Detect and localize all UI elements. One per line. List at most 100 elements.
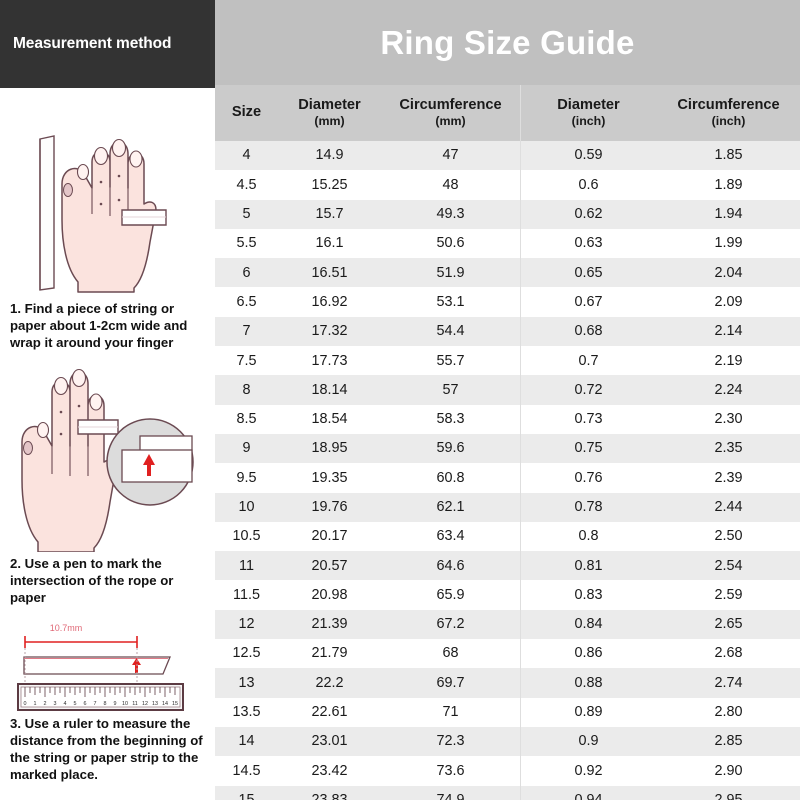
table-row: 11.5 20.98 65.9 0.83 2.59 bbox=[215, 580, 800, 610]
table-row: 4 14.9 47 0.59 1.85 bbox=[215, 141, 800, 171]
svg-text:9: 9 bbox=[114, 701, 117, 707]
svg-text:11: 11 bbox=[132, 701, 138, 707]
cell-size: 14.5 bbox=[215, 756, 278, 786]
table-row: 4.5 15.25 48 0.6 1.89 bbox=[215, 170, 800, 200]
column-header-diameter-mm-unit: (mm) bbox=[314, 113, 345, 128]
cell-diameter-mm: 22.61 bbox=[278, 697, 381, 727]
cell-circumference-mm: 59.6 bbox=[381, 433, 520, 464]
cell-diameter-in: 0.92 bbox=[520, 756, 657, 786]
svg-text:5: 5 bbox=[74, 701, 77, 707]
column-header-size: Size bbox=[215, 85, 278, 141]
column-header-circumference-inch: Circumference (inch) bbox=[657, 85, 800, 141]
table-row: 8 18.14 57 0.72 2.24 bbox=[215, 375, 800, 405]
cell-circumference-mm: 47 bbox=[381, 141, 520, 171]
guide-title-bar: Ring Size Guide bbox=[215, 0, 800, 85]
cell-circumference-in: 2.59 bbox=[657, 580, 800, 610]
column-header-diameter-inch: Diameter (inch) bbox=[520, 85, 657, 141]
table-header: Size Diameter (mm) Circumference (mm) Di… bbox=[215, 85, 800, 141]
cell-size: 7 bbox=[215, 316, 278, 347]
cell-circumference-mm: 55.7 bbox=[381, 346, 520, 376]
cell-size: 15 bbox=[215, 785, 278, 800]
cell-diameter-mm: 18.54 bbox=[278, 404, 381, 434]
cell-circumference-mm: 68 bbox=[381, 639, 520, 669]
cell-circumference-mm: 73.6 bbox=[381, 756, 520, 786]
cell-size: 5.5 bbox=[215, 228, 278, 259]
cell-circumference-mm: 72.3 bbox=[381, 726, 520, 757]
column-header-size-label: Size bbox=[231, 104, 262, 121]
table-row: 14 23.01 72.3 0.9 2.85 bbox=[215, 726, 800, 757]
cell-diameter-mm: 17.32 bbox=[278, 316, 381, 347]
table-header-row: Size Diameter (mm) Circumference (mm) Di… bbox=[215, 85, 800, 141]
cell-diameter-mm: 20.57 bbox=[278, 551, 381, 581]
cell-circumference-mm: 69.7 bbox=[381, 668, 520, 698]
cell-diameter-in: 0.65 bbox=[520, 258, 657, 288]
table-body: 4 14.9 47 0.59 1.85 4.5 15.25 48 0.6 1.89 5 15.7 49.… bbox=[215, 141, 800, 800]
cell-circumference-in: 1.94 bbox=[657, 199, 800, 229]
svg-text:6: 6 bbox=[84, 701, 87, 707]
table-row: 11 20.57 64.6 0.81 2.54 bbox=[215, 551, 800, 581]
cell-size: 9 bbox=[215, 433, 278, 464]
svg-text:15: 15 bbox=[172, 701, 178, 707]
ruler-measurement-illustration: 10.7mm bbox=[0, 618, 215, 714]
cell-circumference-in: 1.89 bbox=[657, 170, 800, 200]
table-row: 15 23.83 74.9 0.94 2.95 bbox=[215, 785, 800, 800]
cell-size: 12 bbox=[215, 609, 278, 640]
cell-circumference-in: 2.39 bbox=[657, 463, 800, 493]
cell-circumference-in: 2.95 bbox=[657, 785, 800, 800]
cell-diameter-mm: 19.76 bbox=[278, 492, 381, 522]
column-header-diameter-mm-label: Diameter bbox=[298, 96, 361, 113]
svg-text:1: 1 bbox=[34, 701, 37, 707]
cell-diameter-mm: 15.25 bbox=[278, 170, 381, 200]
cell-diameter-mm: 21.39 bbox=[278, 609, 381, 640]
column-header-circumference-mm: Circumference (mm) bbox=[381, 85, 520, 141]
column-header-circumference-inch-unit: (inch) bbox=[711, 113, 746, 128]
measurement-label: 10.7mm bbox=[50, 623, 83, 633]
table-row: 14.5 23.42 73.6 0.92 2.90 bbox=[215, 756, 800, 786]
cell-circumference-in: 2.65 bbox=[657, 609, 800, 640]
cell-circumference-mm: 53.1 bbox=[381, 287, 520, 317]
cell-diameter-in: 0.67 bbox=[520, 287, 657, 317]
cell-diameter-in: 0.9 bbox=[520, 726, 657, 757]
cell-circumference-in: 2.19 bbox=[657, 346, 800, 376]
table-row: 12 21.39 67.2 0.84 2.65 bbox=[215, 609, 800, 640]
svg-text:13: 13 bbox=[152, 701, 158, 707]
cell-size: 8.5 bbox=[215, 404, 278, 434]
cell-size: 11.5 bbox=[215, 580, 278, 610]
cell-size: 4.5 bbox=[215, 170, 278, 200]
cell-circumference-in: 2.90 bbox=[657, 756, 800, 786]
marked-strip-on-finger bbox=[77, 419, 119, 435]
cell-circumference-in: 2.35 bbox=[657, 433, 800, 464]
cell-circumference-mm: 64.6 bbox=[381, 551, 520, 581]
cell-diameter-mm: 17.73 bbox=[278, 346, 381, 376]
cell-diameter-mm: 23.42 bbox=[278, 756, 381, 786]
measurement-method-panel: Measurement method bbox=[0, 0, 215, 800]
cell-circumference-mm: 67.2 bbox=[381, 609, 520, 640]
svg-text:12: 12 bbox=[142, 701, 148, 707]
cell-diameter-in: 0.7 bbox=[520, 346, 657, 376]
cell-circumference-in: 2.04 bbox=[657, 258, 800, 288]
cell-circumference-mm: 62.1 bbox=[381, 492, 520, 522]
cell-size: 14 bbox=[215, 726, 278, 757]
table-row: 5 15.7 49.3 0.62 1.94 bbox=[215, 199, 800, 229]
cell-size: 5 bbox=[215, 199, 278, 229]
column-header-circumference-inch-label: Circumference bbox=[677, 96, 780, 113]
cell-circumference-mm: 63.4 bbox=[381, 521, 520, 552]
table-row: 5.5 16.1 50.6 0.63 1.99 bbox=[215, 228, 800, 259]
cell-diameter-mm: 18.14 bbox=[278, 375, 381, 405]
svg-text:2: 2 bbox=[44, 701, 47, 707]
cell-circumference-in: 2.24 bbox=[657, 375, 800, 405]
measurement-method-title: Measurement method bbox=[13, 35, 172, 52]
cell-size: 9.5 bbox=[215, 463, 278, 493]
measurement-method-banner: Measurement method bbox=[0, 0, 215, 88]
step-2-instruction: 2. Use a pen to mark the intersection of… bbox=[10, 556, 174, 605]
cell-size: 12.5 bbox=[215, 639, 278, 669]
cell-diameter-mm: 16.51 bbox=[278, 258, 381, 288]
table-row: 10.5 20.17 63.4 0.8 2.50 bbox=[215, 521, 800, 552]
cell-circumference-mm: 57 bbox=[381, 375, 520, 405]
step-3-instruction: 3. Use a ruler to measure the distance f… bbox=[10, 716, 203, 782]
table-row: 8.5 18.54 58.3 0.73 2.30 bbox=[215, 404, 800, 434]
table-row: 7 17.32 54.4 0.68 2.14 bbox=[215, 316, 800, 347]
column-header-circumference-mm-label: Circumference bbox=[399, 96, 502, 113]
cell-diameter-in: 0.68 bbox=[520, 316, 657, 347]
